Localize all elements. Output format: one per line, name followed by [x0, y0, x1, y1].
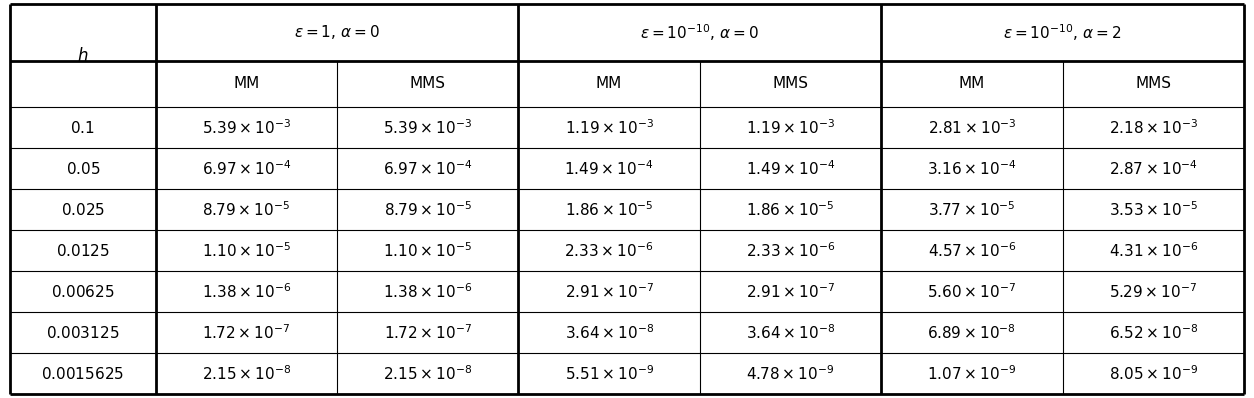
- Text: $1.49 \times 10^{-4}$: $1.49 \times 10^{-4}$: [746, 160, 835, 178]
- Text: $\varepsilon = 10^{-10},\, \alpha = 0$: $\varepsilon = 10^{-10},\, \alpha = 0$: [641, 22, 760, 43]
- Text: MMS: MMS: [1135, 76, 1171, 92]
- Text: $0.003125$: $0.003125$: [46, 325, 119, 341]
- Text: $1.10 \times 10^{-5}$: $1.10 \times 10^{-5}$: [384, 241, 473, 260]
- Text: $6.97 \times 10^{-4}$: $6.97 \times 10^{-4}$: [382, 160, 473, 178]
- Text: $6.97 \times 10^{-4}$: $6.97 \times 10^{-4}$: [202, 160, 291, 178]
- Text: $\varepsilon = 10^{-10},\, \alpha = 2$: $\varepsilon = 10^{-10},\, \alpha = 2$: [1003, 22, 1122, 43]
- Text: $2.87 \times 10^{-4}$: $2.87 \times 10^{-4}$: [1109, 160, 1198, 178]
- Text: $1.10 \times 10^{-5}$: $1.10 \times 10^{-5}$: [202, 241, 291, 260]
- Text: $5.39 \times 10^{-3}$: $5.39 \times 10^{-3}$: [384, 119, 473, 137]
- Text: $2.81 \times 10^{-3}$: $2.81 \times 10^{-3}$: [928, 119, 1016, 137]
- Text: MMS: MMS: [410, 76, 445, 92]
- Text: $3.77 \times 10^{-5}$: $3.77 \times 10^{-5}$: [928, 200, 1016, 219]
- Text: $\varepsilon = 1,\, \alpha = 0$: $\varepsilon = 1,\, \alpha = 0$: [293, 23, 380, 41]
- Text: $0.0125$: $0.0125$: [56, 243, 110, 259]
- Text: MMS: MMS: [772, 76, 809, 92]
- Text: $0.025$: $0.025$: [60, 202, 105, 218]
- Text: $8.05 \times 10^{-9}$: $8.05 \times 10^{-9}$: [1109, 364, 1198, 383]
- Text: $2.15 \times 10^{-8}$: $2.15 \times 10^{-8}$: [384, 364, 473, 383]
- Text: $2.33 \times 10^{-6}$: $2.33 \times 10^{-6}$: [746, 241, 835, 260]
- Text: $1.07 \times 10^{-9}$: $1.07 \times 10^{-9}$: [927, 364, 1017, 383]
- Text: $2.15 \times 10^{-8}$: $2.15 \times 10^{-8}$: [202, 364, 291, 383]
- Text: $0.0015625$: $0.0015625$: [41, 365, 124, 382]
- Text: $2.91 \times 10^{-7}$: $2.91 \times 10^{-7}$: [746, 282, 835, 301]
- Text: $6.52 \times 10^{-8}$: $6.52 \times 10^{-8}$: [1109, 323, 1198, 342]
- Text: $2.33 \times 10^{-6}$: $2.33 \times 10^{-6}$: [564, 241, 653, 260]
- Text: $h$: $h$: [78, 47, 89, 64]
- Text: $5.39 \times 10^{-3}$: $5.39 \times 10^{-3}$: [202, 119, 291, 137]
- Text: $5.60 \times 10^{-7}$: $5.60 \times 10^{-7}$: [928, 282, 1017, 301]
- Text: $3.64 \times 10^{-8}$: $3.64 \times 10^{-8}$: [564, 323, 653, 342]
- Text: $3.53 \times 10^{-5}$: $3.53 \times 10^{-5}$: [1109, 200, 1198, 219]
- Text: $1.72 \times 10^{-7}$: $1.72 \times 10^{-7}$: [202, 323, 290, 342]
- Text: $1.86 \times 10^{-5}$: $1.86 \times 10^{-5}$: [746, 200, 835, 219]
- Text: $4.78 \times 10^{-9}$: $4.78 \times 10^{-9}$: [746, 364, 834, 383]
- Text: $2.91 \times 10^{-7}$: $2.91 \times 10^{-7}$: [564, 282, 653, 301]
- Text: $8.79 \times 10^{-5}$: $8.79 \times 10^{-5}$: [202, 200, 290, 219]
- Text: $3.64 \times 10^{-8}$: $3.64 \times 10^{-8}$: [746, 323, 835, 342]
- Text: $8.79 \times 10^{-5}$: $8.79 \times 10^{-5}$: [384, 200, 472, 219]
- Text: $1.72 \times 10^{-7}$: $1.72 \times 10^{-7}$: [384, 323, 472, 342]
- Text: $6.89 \times 10^{-8}$: $6.89 \times 10^{-8}$: [928, 323, 1016, 342]
- Text: MM: MM: [233, 76, 260, 92]
- Text: $5.29 \times 10^{-7}$: $5.29 \times 10^{-7}$: [1110, 282, 1198, 301]
- Text: $1.19 \times 10^{-3}$: $1.19 \times 10^{-3}$: [564, 119, 653, 137]
- Text: MM: MM: [596, 76, 622, 92]
- Text: $1.38 \times 10^{-6}$: $1.38 \times 10^{-6}$: [202, 282, 291, 301]
- Text: $4.57 \times 10^{-6}$: $4.57 \times 10^{-6}$: [928, 241, 1016, 260]
- Text: $4.31 \times 10^{-6}$: $4.31 \times 10^{-6}$: [1109, 241, 1198, 260]
- Text: $1.19 \times 10^{-3}$: $1.19 \times 10^{-3}$: [746, 119, 835, 137]
- Text: $1.38 \times 10^{-6}$: $1.38 \times 10^{-6}$: [382, 282, 473, 301]
- Text: $3.16 \times 10^{-4}$: $3.16 \times 10^{-4}$: [927, 160, 1017, 178]
- Text: MM: MM: [959, 76, 984, 92]
- Text: $2.18 \times 10^{-3}$: $2.18 \times 10^{-3}$: [1109, 119, 1198, 137]
- Text: $0.00625$: $0.00625$: [51, 284, 114, 300]
- Text: $5.51 \times 10^{-9}$: $5.51 \times 10^{-9}$: [564, 364, 653, 383]
- Text: $1.49 \times 10^{-4}$: $1.49 \times 10^{-4}$: [564, 160, 653, 178]
- Text: $1.86 \times 10^{-5}$: $1.86 \times 10^{-5}$: [564, 200, 653, 219]
- Text: $0.05$: $0.05$: [65, 161, 100, 177]
- Text: $0.1$: $0.1$: [70, 120, 95, 136]
